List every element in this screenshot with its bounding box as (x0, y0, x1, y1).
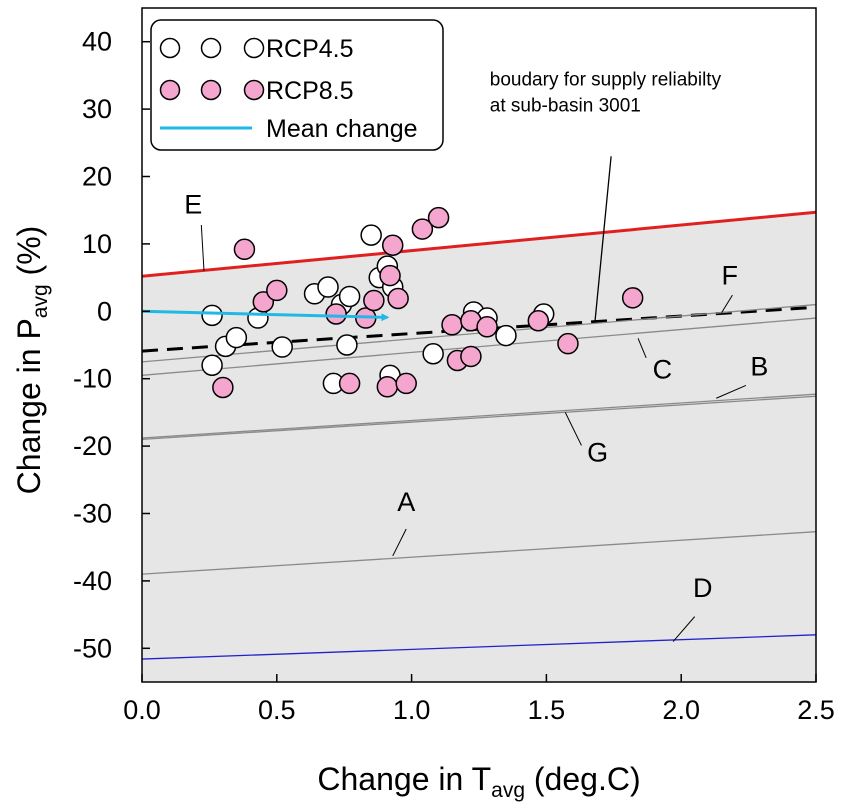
line-d (142, 634, 816, 660)
point-rcp85 (338, 372, 361, 395)
line-g (142, 395, 816, 441)
leader-b (716, 384, 747, 399)
x-tick-label: 2.5 (797, 695, 835, 725)
y-tick-label: -10 (73, 364, 112, 394)
x-tick-label: 0.0 (123, 695, 161, 725)
annotation-text-line: boudary for supply reliabilty (490, 70, 722, 91)
point-rcp85 (212, 376, 234, 399)
point-rcp45 (201, 304, 223, 327)
point-rcp85 (460, 345, 482, 368)
point-rcp45 (225, 326, 248, 349)
point-rcp85 (557, 332, 579, 355)
point-rcp85 (427, 206, 450, 229)
point-rcp85 (233, 238, 256, 261)
y-tick-label: 40 (82, 27, 112, 57)
y-axis-title-main: Change in P (11, 318, 47, 494)
y-tick-label: 20 (82, 162, 112, 192)
point-rcp85 (411, 218, 434, 240)
point-rcp45 (336, 334, 358, 356)
point-rcp85 (381, 234, 404, 256)
annotation-text-line: at sub-basin 3001 (490, 96, 641, 117)
legend-box (150, 19, 444, 151)
label-c: C (653, 355, 673, 385)
x-axis-title: Change in Tavg (deg.C) (317, 761, 640, 802)
point-rcp45 (495, 324, 517, 347)
x-tick-label: 2.0 (662, 695, 700, 725)
legend-label: RCP8.5 (266, 77, 354, 105)
leader-a (392, 528, 407, 557)
line-e (142, 210, 816, 278)
y-tick-label: -30 (73, 499, 112, 529)
point-rcp85 (441, 314, 463, 336)
annotation-leader (594, 156, 612, 323)
x-tick-label: 0.5 (258, 695, 296, 725)
y-tick-label: 10 (82, 229, 112, 259)
x-axis-title-sub: avg (491, 779, 525, 802)
point-rcp85 (395, 372, 417, 395)
label-d: D (693, 573, 713, 603)
point-rcp85 (363, 289, 385, 312)
point-rcp85 (266, 279, 288, 302)
point-rcp85 (476, 316, 498, 338)
label-a: A (397, 487, 415, 517)
mean-change-arrow (142, 309, 390, 322)
y-axis-title: Change in Pavg (%) (11, 226, 52, 495)
legend: RCP4.5 RCP8.5 Mean change (150, 19, 444, 151)
leader-d (672, 616, 696, 642)
leader-g (564, 412, 582, 446)
y-axis-title-sub: avg (29, 284, 52, 318)
point-rcp85 (527, 309, 550, 332)
point-rcp85 (379, 264, 401, 287)
legend-marker-rcp45 (159, 37, 181, 59)
point-rcp85 (387, 287, 409, 310)
leader-e (200, 224, 205, 271)
line-c (142, 317, 816, 376)
legend-marker-rcp45 (200, 37, 222, 59)
plot-frame (141, 7, 817, 683)
legend-marker-rcp85 (159, 79, 181, 101)
label-e: E (184, 190, 202, 220)
x-axis-title-tail: (deg.C) (525, 761, 641, 797)
axes: 0.0 0.5 1.0 1.5 2.0 2.5 -50 -40 -30 -20 -10 0 10 20 30… (11, 7, 835, 802)
legend-label: RCP4.5 (266, 35, 354, 63)
point-rcp45 (201, 354, 223, 376)
y-tick-label: 0 (97, 296, 112, 326)
line-a (142, 531, 816, 575)
shaded-region (142, 212, 816, 682)
y-tick-label: 30 (82, 94, 112, 124)
legend-marker-rcp85 (243, 79, 265, 101)
label-f: F (721, 260, 738, 290)
leader-c (637, 338, 647, 358)
point-rcp45 (317, 276, 339, 298)
point-rcp85 (621, 287, 644, 309)
y-tick-label: -20 (73, 431, 112, 461)
label-g: G (587, 438, 608, 468)
point-rcp85 (325, 303, 347, 325)
x-tick-label: 1.0 (393, 695, 431, 725)
legend-label: Mean change (266, 115, 418, 143)
point-rcp45 (360, 224, 382, 246)
line-b (142, 393, 816, 439)
x-tick-label: 1.5 (528, 695, 566, 725)
point-rcp85 (376, 376, 399, 398)
x-axis-title-main: Change in T (317, 761, 491, 797)
legend-marker-rcp85 (200, 79, 222, 101)
y-tick-label: -50 (73, 633, 112, 663)
leader-f (721, 294, 733, 313)
y-axis-title-tail: (%) (11, 226, 47, 285)
point-rcp45 (338, 285, 361, 308)
y-tick-label: -40 (73, 566, 112, 596)
legend-marker-rcp45 (243, 37, 265, 59)
label-b: B (750, 351, 768, 381)
point-rcp45 (271, 336, 293, 358)
point-rcp45 (422, 343, 444, 365)
